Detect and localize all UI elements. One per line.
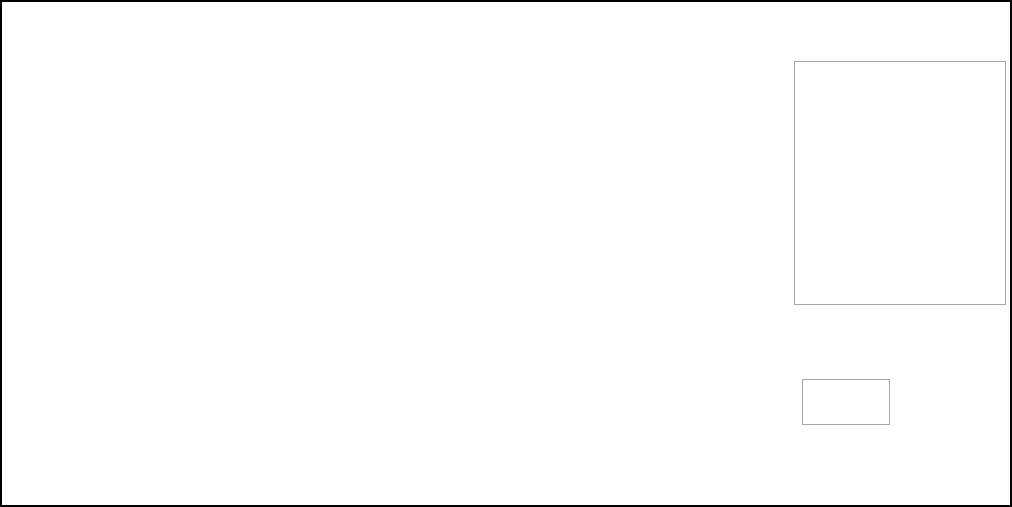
legend-assets [802, 379, 890, 425]
legend-returns [794, 61, 1006, 305]
